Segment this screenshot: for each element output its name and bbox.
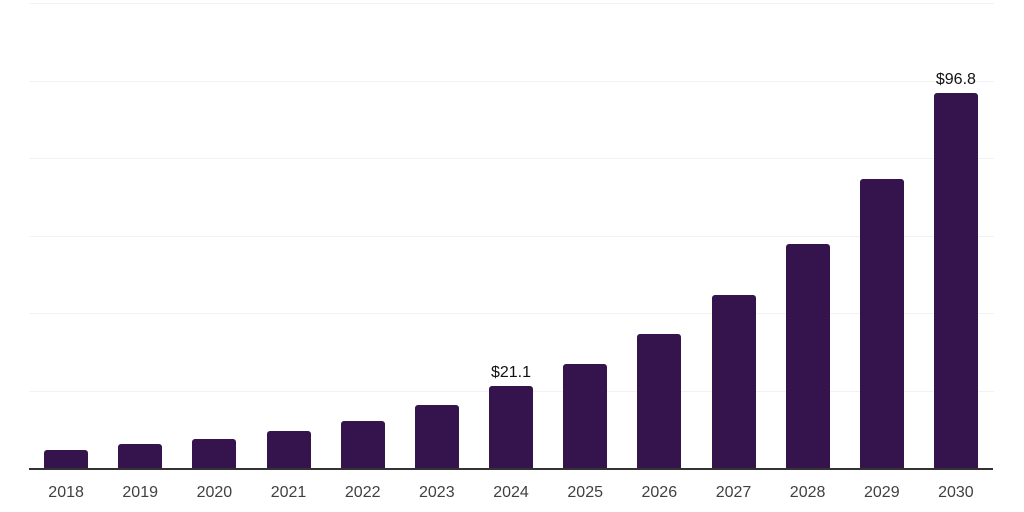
data-label-2024: $21.1 [490, 364, 532, 382]
bar-2027[interactable] [711, 295, 756, 468]
bar-2018[interactable] [44, 450, 89, 468]
x-tick-label-2030: 2030 [938, 484, 974, 501]
x-tick-label-2028: 2028 [789, 484, 826, 501]
bar-2023[interactable] [414, 405, 459, 468]
x-tick-label-2018: 2018 [48, 484, 84, 501]
gridline [29, 81, 994, 82]
x-tick-label-2021: 2021 [270, 484, 307, 501]
x-tick-label-2019: 2019 [122, 484, 158, 501]
bar-2019[interactable] [118, 444, 163, 468]
bar-2020[interactable] [192, 439, 237, 468]
x-tick-label-2029: 2029 [864, 484, 900, 501]
x-tick-label-2024: 2024 [493, 484, 529, 501]
gridline [29, 158, 994, 159]
bar-2021[interactable] [266, 430, 311, 468]
x-tick-label-2027: 2027 [715, 484, 752, 501]
bar-2026[interactable] [637, 334, 682, 468]
bar-2030[interactable] [933, 92, 978, 468]
x-tick-label-2023: 2023 [419, 484, 455, 501]
gridline [29, 236, 994, 237]
x-tick-label-2022: 2022 [344, 484, 381, 501]
data-label-2030: $96.8 [935, 70, 976, 88]
bar-2028[interactable] [785, 244, 830, 468]
x-axis-line [29, 468, 993, 470]
x-tick-label-2026: 2026 [641, 484, 678, 501]
bar-2025[interactable] [563, 364, 608, 468]
bar-2022[interactable] [340, 420, 385, 468]
gridline [29, 313, 994, 314]
bar-2029[interactable] [859, 178, 904, 468]
x-tick-label-2025: 2025 [567, 484, 603, 501]
bar-2024[interactable] [489, 386, 533, 468]
gridline [29, 3, 994, 4]
x-tick-label-2020: 2020 [196, 484, 233, 501]
